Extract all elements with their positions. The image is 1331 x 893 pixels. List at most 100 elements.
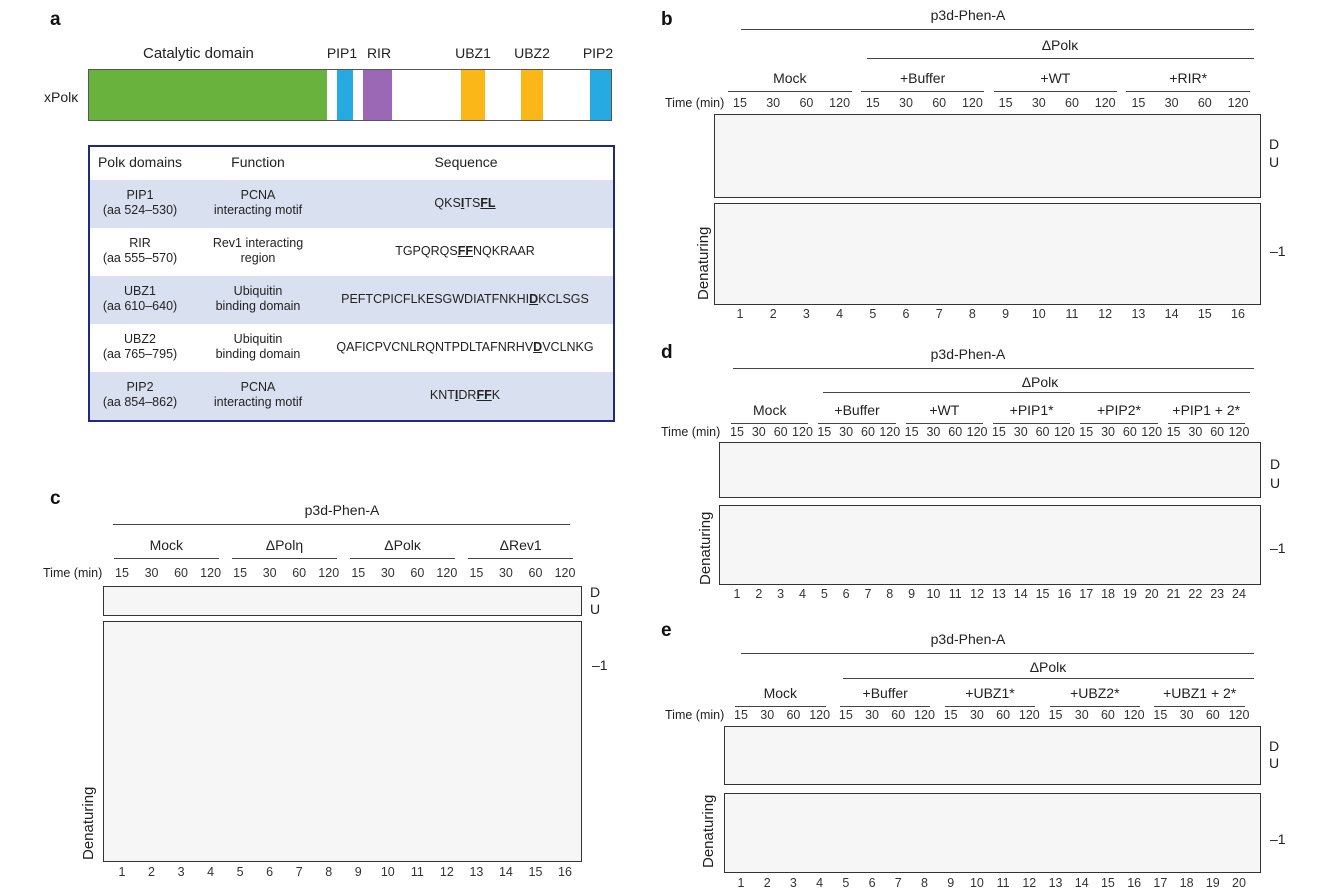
panel-b-band-U: U xyxy=(1269,154,1280,170)
lane-number: 13 xyxy=(1048,876,1063,890)
group-underline xyxy=(232,558,337,559)
lane-number: 16 xyxy=(1127,876,1142,890)
lane-number: 2 xyxy=(755,587,763,601)
group-underline xyxy=(1167,423,1245,424)
time-point-label: 120 xyxy=(809,708,831,722)
lane-number: 3 xyxy=(177,865,185,879)
panel-d-band-D: D xyxy=(1270,456,1281,472)
time-point-label: 15 xyxy=(233,566,248,580)
time-point-label: 30 xyxy=(766,96,781,110)
sequence-segment: PEFTCPICFLKESGWDIATFNKHI xyxy=(341,292,530,306)
lane-number: 6 xyxy=(868,876,876,890)
panel-b-gel-bottom xyxy=(714,203,1261,305)
lane-number: 6 xyxy=(266,865,274,879)
time-point-label: 60 xyxy=(786,708,801,722)
panel-e-minus1: –1 xyxy=(1270,831,1286,847)
time-point-label: 30 xyxy=(926,425,941,439)
panel-b-gel-top xyxy=(714,114,1261,198)
panel-c-time-label: Time (min) xyxy=(43,566,103,580)
mutated-residue: D xyxy=(529,292,539,306)
row-function-line1: PCNA xyxy=(240,380,276,394)
lane-number: 16 xyxy=(1057,587,1072,601)
sequence-segment: KCLSGS xyxy=(538,292,589,306)
group-label: Mock xyxy=(773,70,807,86)
catalytic-domain xyxy=(89,70,327,120)
lane-number: 2 xyxy=(763,876,771,890)
lane-number: 24 xyxy=(1232,587,1246,601)
domain-table: Polκ domains Function Sequence PIP1 (aa 5… xyxy=(88,145,615,422)
row-function-line1: Ubiquitin xyxy=(233,332,283,346)
group-underline xyxy=(731,423,809,424)
lane-number: 17 xyxy=(1079,587,1094,601)
header-sequence: Sequence xyxy=(434,154,498,170)
panel-b-minus1: –1 xyxy=(1270,243,1286,259)
time-point-label: 60 xyxy=(861,425,875,439)
panel-e-substrate: p3d-Phen-A xyxy=(930,631,1006,647)
lane-number: 11 xyxy=(996,876,1010,890)
time-point-label: 120 xyxy=(318,566,340,580)
panel-d-denaturing: Denaturing xyxy=(697,511,714,585)
time-point-label: 120 xyxy=(792,425,813,439)
row-domain-range: (aa 555–570) xyxy=(102,251,178,265)
lane-number: 17 xyxy=(1153,876,1168,890)
group-label: +UBZ1* xyxy=(965,685,1015,701)
lane-number: 7 xyxy=(894,876,902,890)
lane-number: 3 xyxy=(802,307,810,321)
lane-number: 3 xyxy=(777,587,785,601)
row-sequence: PEFTCPICFLKESGWDIATFNKHIDKCLSGS xyxy=(320,292,610,306)
sequence-segment: TGPQRQS xyxy=(395,244,458,258)
group-underline xyxy=(1126,91,1250,92)
lane-number: 15 xyxy=(1035,587,1050,601)
table-row: UBZ1 (aa 610–640) Ubiquitin binding domain P… xyxy=(90,276,613,324)
lane-number: 5 xyxy=(236,865,244,879)
time-point-label: 30 xyxy=(751,425,766,439)
time-point-label: 30 xyxy=(144,566,159,580)
lane-number: 18 xyxy=(1179,876,1194,890)
time-point-label: 120 xyxy=(879,425,901,439)
group-label: +PIP2* xyxy=(1096,402,1141,418)
panel-b-substrate-line xyxy=(741,29,1254,30)
group-underline xyxy=(350,558,455,559)
panel-e-deletion: ΔPolκ xyxy=(1029,659,1067,675)
lane-number: 19 xyxy=(1205,876,1220,890)
group-label: +WT xyxy=(1040,70,1071,86)
row-sequence: KNTIDRFFK xyxy=(320,388,610,402)
time-point-label: 60 xyxy=(996,708,1011,722)
row-function-line2: binding domain xyxy=(215,347,301,361)
mutated-residue: FF xyxy=(457,244,473,258)
lane-number: 14 xyxy=(1074,876,1089,890)
lane-number: 18 xyxy=(1101,587,1115,601)
row-domain-name: PIP1 xyxy=(126,188,154,202)
row-domain-name: UBZ1 xyxy=(124,284,156,298)
time-point-label: 15 xyxy=(351,566,366,580)
mutated-residue: D xyxy=(533,340,543,354)
panel-c-gel-top xyxy=(103,586,582,616)
panel-d-gel-top xyxy=(719,442,1261,498)
lane-number: 9 xyxy=(908,587,916,601)
header-domains: Polκ domains xyxy=(97,154,183,170)
time-point-label: 120 xyxy=(1094,96,1116,110)
time-point-label: 60 xyxy=(1122,425,1137,439)
lane-number: 11 xyxy=(948,587,962,601)
panel-e-time-label: Time (min) xyxy=(665,708,725,722)
time-point-label: 15 xyxy=(1153,708,1168,722)
time-point-label: 60 xyxy=(410,566,425,580)
mutated-residue: I xyxy=(460,196,465,210)
lane-number: 11 xyxy=(410,865,424,879)
lane-number: 5 xyxy=(842,876,850,890)
lane-number: 5 xyxy=(869,307,877,321)
time-point-label: 60 xyxy=(528,566,543,580)
time-point-label: 120 xyxy=(1053,425,1075,439)
lane-number: 15 xyxy=(1197,307,1212,321)
panel-b-deletion-line xyxy=(867,58,1254,59)
rir-domain xyxy=(363,70,392,120)
lane-number: 9 xyxy=(947,876,955,890)
panel-c-letter: c xyxy=(50,488,61,509)
row-sequence: TGPQRQSFFNQKRAAR xyxy=(320,244,610,258)
group-underline xyxy=(992,423,1071,424)
rir-label: RIR xyxy=(366,45,392,61)
time-point-label: 120 xyxy=(914,708,935,722)
panel-b-letter: b xyxy=(661,9,673,30)
group-underline xyxy=(905,423,984,424)
panel-b-band-D: D xyxy=(1269,136,1280,152)
